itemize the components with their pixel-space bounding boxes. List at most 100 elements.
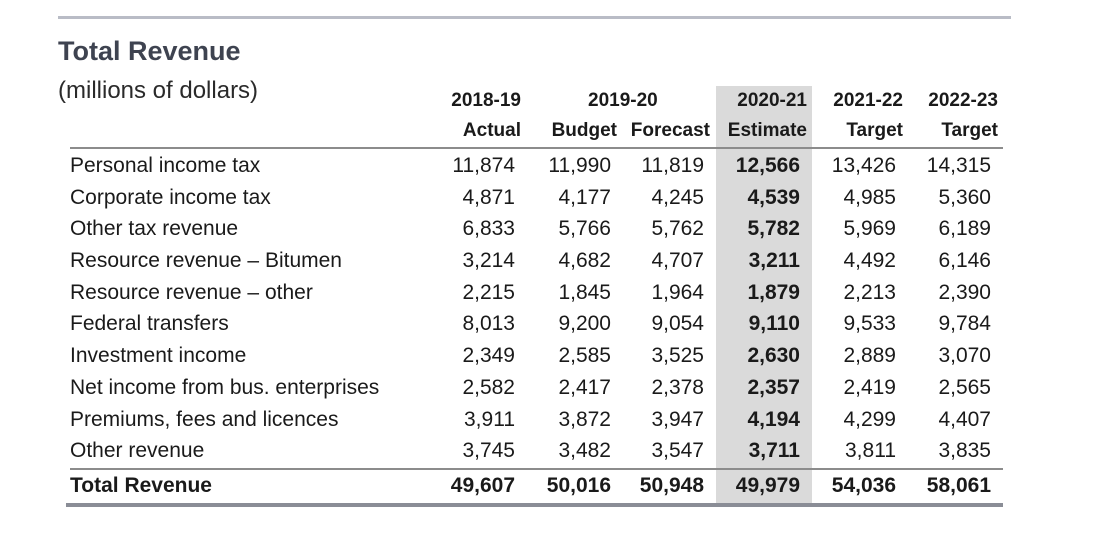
cell-forecast: 9,054: [651, 312, 704, 336]
table-row: Federal transfers 8,013 9,200 9,054 9,11…: [70, 308, 1005, 340]
cell-target-2021: 5,969: [843, 217, 896, 241]
cell-budget: 9,200: [558, 312, 611, 336]
cell-target-2022: 4,407: [938, 407, 991, 431]
bottom-rule: [66, 503, 1003, 507]
total-target-2022: 58,061: [926, 474, 991, 497]
cell-actual: 6,833: [462, 217, 515, 241]
total-estimate: 49,979: [735, 474, 800, 497]
cell-target-2021: 4,492: [843, 249, 896, 273]
table-body: Personal income tax 11,874 11,990 11,819…: [70, 150, 1005, 467]
cell-target-2021: 2,889: [843, 344, 896, 368]
estimate-column-highlight: [716, 86, 812, 504]
cell-estimate: 4,194: [747, 407, 800, 431]
total-forecast: 50,948: [639, 474, 704, 497]
total-label: Total Revenue: [70, 474, 212, 497]
year-header-2021-22: 2021-22: [833, 90, 903, 111]
cell-target-2022: 2,565: [938, 375, 991, 399]
cell-target-2022: 9,784: [938, 312, 991, 336]
row-label: Resource revenue – Bitumen: [70, 249, 342, 273]
cell-budget: 1,845: [558, 280, 611, 304]
row-label: Corporate income tax: [70, 185, 271, 209]
table-row: Corporate income tax 4,871 4,177 4,245 4…: [70, 182, 1005, 214]
cell-estimate: 2,357: [747, 375, 800, 399]
cell-estimate: 2,630: [747, 344, 800, 368]
table-title: Total Revenue: [58, 36, 241, 66]
cell-budget: 5,766: [558, 217, 611, 241]
row-label: Federal transfers: [70, 312, 229, 336]
cell-target-2022: 6,189: [938, 217, 991, 241]
cell-forecast: 5,762: [651, 217, 704, 241]
cell-forecast: 4,707: [651, 249, 704, 273]
cell-target-2021: 3,811: [845, 439, 896, 463]
cell-target-2022: 14,315: [926, 154, 991, 177]
cell-budget: 2,585: [558, 344, 611, 368]
cell-forecast: 4,245: [651, 185, 704, 209]
cell-estimate: 5,782: [747, 217, 800, 241]
table-row: Investment income 2,349 2,585 3,525 2,63…: [70, 340, 1005, 372]
cell-forecast: 11,819: [641, 154, 704, 177]
cell-estimate: 3,211: [748, 249, 800, 273]
cell-actual: 4,871: [462, 185, 515, 209]
row-label: Net income from bus. enterprises: [70, 375, 380, 399]
cell-estimate: 4,539: [747, 185, 800, 209]
header-divider: [70, 147, 1003, 149]
cell-target-2021: 4,985: [843, 185, 896, 209]
cell-target-2022: 6,146: [938, 249, 991, 273]
cell-forecast: 3,525: [651, 344, 704, 368]
cell-estimate: 3,711: [748, 439, 800, 463]
cell-actual: 2,215: [462, 280, 515, 304]
cell-actual: 3,745: [462, 439, 515, 463]
row-label: Premiums, fees and licences: [70, 407, 339, 431]
column-header-actual: Actual: [462, 120, 521, 141]
row-label: Investment income: [70, 344, 247, 368]
cell-actual: 3,214: [462, 249, 515, 273]
cell-actual: 11,874: [452, 154, 515, 177]
cell-actual: 2,349: [462, 344, 515, 368]
row-label: Other revenue: [70, 439, 205, 463]
year-header-2019-20: 2019-20: [588, 90, 658, 111]
column-header-budget: Budget: [551, 120, 617, 141]
cell-budget: 4,682: [558, 249, 611, 273]
cell-forecast: 3,947: [651, 407, 704, 431]
cell-target-2021: 13,426: [831, 154, 896, 177]
column-header-estimate: Estimate: [727, 120, 807, 141]
cell-budget: 3,872: [558, 407, 611, 431]
column-header-forecast: Forecast: [630, 120, 710, 141]
cell-estimate: 1,879: [747, 280, 800, 304]
table-row: Personal income tax 11,874 11,990 11,819…: [70, 150, 1005, 182]
table-row: Resource revenue – other 2,215 1,845 1,9…: [70, 277, 1005, 309]
cell-budget: 4,177: [558, 185, 611, 209]
total-budget: 50,016: [546, 474, 611, 497]
cell-target-2021: 2,213: [843, 280, 896, 304]
total-divider: [70, 468, 1003, 470]
table-subtitle: (millions of dollars): [58, 77, 259, 104]
cell-estimate: 12,566: [735, 154, 800, 177]
cell-budget: 11,990: [548, 154, 611, 177]
row-label: Other tax revenue: [70, 217, 239, 241]
cell-actual: 2,582: [462, 375, 515, 399]
table-row: Net income from bus. enterprises 2,582 2…: [70, 372, 1005, 404]
total-target-2021: 54,036: [831, 474, 896, 497]
cell-forecast: 3,547: [651, 439, 704, 463]
column-header-target-2022: Target: [941, 120, 998, 141]
table-row: Other revenue 3,745 3,482 3,547 3,711 3,…: [70, 435, 1005, 467]
cell-forecast: 1,964: [651, 280, 704, 304]
cell-target-2022: 5,360: [938, 185, 991, 209]
year-header-2018-19: 2018-19: [451, 90, 521, 111]
total-row: Total Revenue 49,607 50,016 50,948 49,97…: [70, 473, 1005, 503]
total-actual: 49,607: [450, 474, 515, 497]
cell-target-2021: 4,299: [843, 407, 896, 431]
cell-target-2021: 9,533: [843, 312, 896, 336]
cell-estimate: 9,110: [748, 312, 800, 336]
cell-budget: 2,417: [558, 375, 611, 399]
cell-actual: 3,911: [464, 407, 515, 431]
cell-actual: 8,013: [462, 312, 515, 336]
row-label: Personal income tax: [70, 154, 261, 177]
cell-budget: 3,482: [558, 439, 611, 463]
table-row: Other tax revenue 6,833 5,766 5,762 5,78…: [70, 213, 1005, 245]
row-label: Resource revenue – other: [70, 280, 313, 304]
year-header-2020-21: 2020-21: [737, 90, 807, 111]
top-rule: [58, 16, 1011, 19]
column-header-target-2021: Target: [846, 120, 903, 141]
cell-target-2021: 2,419: [843, 375, 896, 399]
